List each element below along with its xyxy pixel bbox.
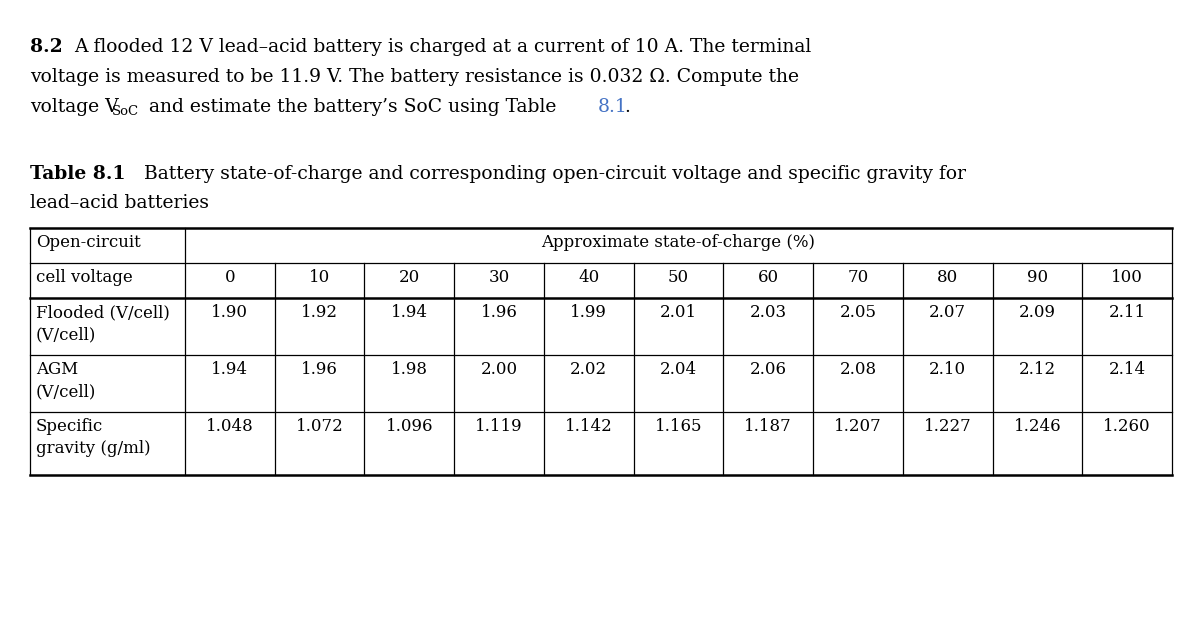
- Text: 8.1: 8.1: [598, 98, 628, 116]
- Text: 8.2: 8.2: [30, 38, 62, 56]
- Text: Table 8.1: Table 8.1: [30, 165, 126, 183]
- Text: 2.12: 2.12: [1019, 361, 1056, 378]
- Text: (V/cell): (V/cell): [36, 326, 96, 343]
- Text: .: .: [624, 98, 630, 116]
- Text: 2.08: 2.08: [839, 361, 876, 378]
- Text: 50: 50: [668, 269, 689, 286]
- Text: 1.90: 1.90: [211, 304, 248, 321]
- Text: 2.14: 2.14: [1109, 361, 1146, 378]
- Text: 2.10: 2.10: [929, 361, 966, 378]
- Text: voltage V: voltage V: [30, 98, 119, 116]
- Text: cell voltage: cell voltage: [36, 269, 133, 286]
- Text: voltage is measured to be 11.9 V. The battery resistance is 0.032 Ω. Compute the: voltage is measured to be 11.9 V. The ba…: [30, 68, 799, 86]
- Text: 1.187: 1.187: [744, 418, 792, 435]
- Text: 1.048: 1.048: [206, 418, 253, 435]
- Text: 20: 20: [398, 269, 420, 286]
- Text: 1.142: 1.142: [565, 418, 613, 435]
- Text: SoC: SoC: [112, 105, 139, 118]
- Text: Specific: Specific: [36, 418, 103, 435]
- Text: 2.11: 2.11: [1109, 304, 1146, 321]
- Text: 70: 70: [847, 269, 869, 286]
- Text: 60: 60: [757, 269, 779, 286]
- Text: 1.96: 1.96: [481, 304, 517, 321]
- Text: 1.98: 1.98: [391, 361, 428, 378]
- Text: lead–acid batteries: lead–acid batteries: [30, 194, 209, 212]
- Text: gravity (g/ml): gravity (g/ml): [36, 440, 151, 457]
- Text: AGM: AGM: [36, 361, 78, 378]
- Text: 40: 40: [578, 269, 599, 286]
- Text: 80: 80: [937, 269, 959, 286]
- Text: 100: 100: [1111, 269, 1144, 286]
- Text: 1.096: 1.096: [385, 418, 433, 435]
- Text: 90: 90: [1027, 269, 1048, 286]
- Text: 1.260: 1.260: [1103, 418, 1151, 435]
- Text: 2.06: 2.06: [750, 361, 787, 378]
- Text: 10: 10: [308, 269, 330, 286]
- Text: 2.03: 2.03: [750, 304, 787, 321]
- Text: 0: 0: [224, 269, 235, 286]
- Text: 1.246: 1.246: [1014, 418, 1061, 435]
- Text: 1.165: 1.165: [655, 418, 702, 435]
- Text: Open-circuit: Open-circuit: [36, 234, 140, 251]
- Text: 2.09: 2.09: [1019, 304, 1056, 321]
- Text: 1.96: 1.96: [301, 361, 338, 378]
- Text: 1.94: 1.94: [391, 304, 428, 321]
- Text: Flooded (V/cell): Flooded (V/cell): [36, 304, 170, 321]
- Text: 1.207: 1.207: [834, 418, 882, 435]
- Text: 1.227: 1.227: [924, 418, 972, 435]
- Text: 2.02: 2.02: [570, 361, 607, 378]
- Text: 30: 30: [488, 269, 510, 286]
- Text: (V/cell): (V/cell): [36, 383, 96, 400]
- Text: 2.05: 2.05: [840, 304, 876, 321]
- Text: Battery state-of-charge and corresponding open-circuit voltage and specific grav: Battery state-of-charge and correspondin…: [138, 165, 966, 183]
- Text: 1.92: 1.92: [301, 304, 338, 321]
- Text: 1.119: 1.119: [475, 418, 523, 435]
- Text: and estimate the battery’s SoC using Table: and estimate the battery’s SoC using Tab…: [143, 98, 563, 116]
- Text: 2.04: 2.04: [660, 361, 697, 378]
- Text: 2.07: 2.07: [929, 304, 966, 321]
- Text: 2.00: 2.00: [480, 361, 517, 378]
- Text: 1.94: 1.94: [211, 361, 248, 378]
- Text: 2.01: 2.01: [660, 304, 697, 321]
- Text: A flooded 12 V lead–acid battery is charged at a current of 10 A. The terminal: A flooded 12 V lead–acid battery is char…: [74, 38, 811, 56]
- Text: 1.072: 1.072: [295, 418, 343, 435]
- Text: Approximate state-of-charge (%): Approximate state-of-charge (%): [541, 234, 816, 251]
- Text: 1.99: 1.99: [570, 304, 607, 321]
